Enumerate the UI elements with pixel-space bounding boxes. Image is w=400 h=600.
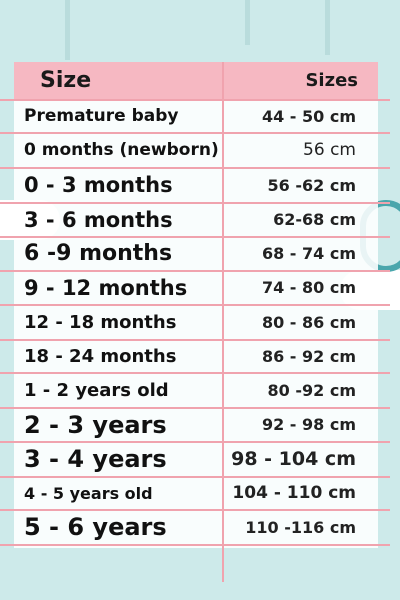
- table-row: 0 months (newborn) 56 cm: [14, 133, 378, 168]
- size-label: 9 - 12 months: [24, 276, 188, 300]
- table-row: 12 - 18 months 80 - 86 cm: [14, 305, 378, 340]
- size-label: Premature baby: [24, 106, 179, 126]
- table-row: 0 - 3 months 56 -62 cm: [14, 168, 378, 203]
- size-value: 74 - 80 cm: [261, 278, 356, 297]
- header-size: Size: [40, 68, 92, 93]
- size-value: 62-68 cm: [273, 210, 356, 229]
- size-value: 44 - 50 cm: [261, 107, 356, 126]
- size-label: 12 - 18 months: [24, 312, 177, 333]
- size-label: 2 - 3 years: [24, 411, 167, 439]
- size-value: 104 - 110 cm: [232, 483, 356, 503]
- decor-bar: [325, 0, 330, 55]
- table-row: 3 - 4 years 98 - 104 cm: [14, 442, 378, 477]
- size-label: 1 - 2 years old: [24, 380, 169, 401]
- row-line: [0, 372, 390, 374]
- size-label: 18 - 24 months: [24, 346, 177, 367]
- row-line: [0, 167, 390, 169]
- table-row: 4 - 5 years old 104 - 110 cm: [14, 477, 378, 510]
- size-label: 4 - 5 years old: [24, 484, 153, 503]
- size-value: 92 - 98 cm: [261, 415, 356, 434]
- size-value: 56 -62 cm: [267, 176, 356, 195]
- size-label: 3 - 6 months: [24, 208, 173, 232]
- row-line: [0, 99, 390, 101]
- header-sizes: Sizes: [305, 70, 358, 91]
- table-row: 1 - 2 years old 80 -92 cm: [14, 373, 378, 408]
- decor-bar: [245, 0, 250, 45]
- row-line: [0, 236, 390, 238]
- size-label: 3 - 4 years: [24, 445, 167, 473]
- size-label: 0 months (newborn): [24, 140, 219, 160]
- size-value: 110 -116 cm: [245, 518, 356, 537]
- row-line: [0, 407, 390, 409]
- row-line: [0, 509, 390, 511]
- row-line: [0, 132, 390, 134]
- table-row: 2 - 3 years 92 - 98 cm: [14, 408, 378, 442]
- row-line: [0, 339, 390, 341]
- size-label: 6 -9 months: [24, 241, 173, 266]
- table-row: 3 - 6 months 62-68 cm: [14, 203, 378, 237]
- size-value: 68 - 74 cm: [261, 244, 356, 263]
- size-label: 5 - 6 years: [24, 513, 167, 541]
- size-value: 98 - 104 cm: [231, 448, 356, 470]
- table-row: 9 - 12 months 74 - 80 cm: [14, 271, 378, 305]
- size-value: 56 cm: [303, 140, 356, 160]
- row-line: [0, 476, 390, 478]
- column-divider: [222, 62, 224, 582]
- row-line: [0, 270, 390, 272]
- table-row: Premature baby 44 - 50 cm: [14, 100, 378, 133]
- size-value: 80 - 86 cm: [261, 313, 356, 332]
- table-row: 6 -9 months 68 - 74 cm: [14, 237, 378, 271]
- table-header: Size Sizes: [14, 62, 378, 100]
- row-line: [0, 202, 390, 204]
- row-line: [0, 304, 390, 306]
- size-value: 80 -92 cm: [267, 381, 356, 400]
- row-line: [0, 544, 390, 546]
- table-row: 18 - 24 months 86 - 92 cm: [14, 340, 378, 373]
- size-label: 0 - 3 months: [24, 173, 173, 197]
- row-line: [0, 441, 390, 443]
- decor-bar: [65, 0, 70, 60]
- size-value: 86 - 92 cm: [261, 347, 356, 366]
- table-row: 5 - 6 years 110 -116 cm: [14, 510, 378, 545]
